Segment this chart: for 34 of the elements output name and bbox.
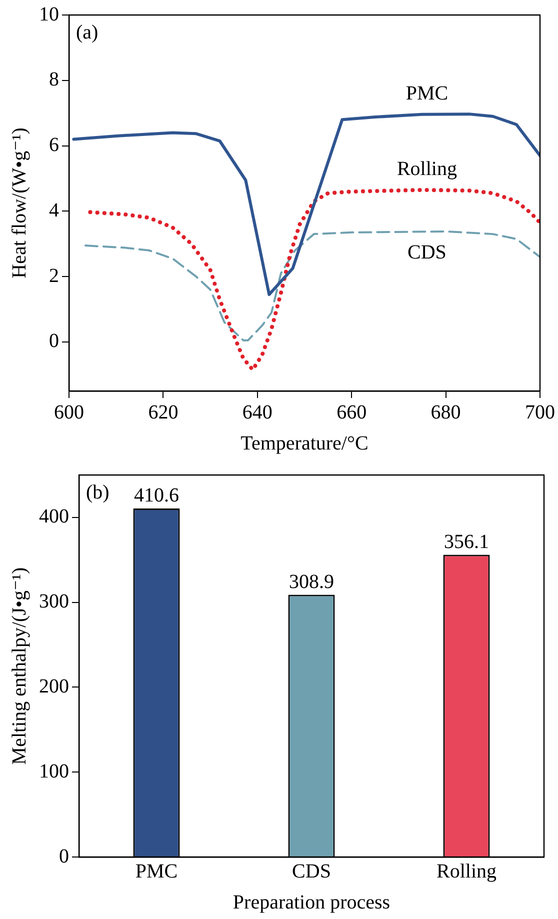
- y-tick-label: 4: [49, 199, 59, 222]
- line-series: [88, 188, 540, 372]
- x-tick-label: PMC: [135, 860, 178, 882]
- y-axis-title: Melting enthalpy/(J•g⁻¹): [8, 567, 30, 765]
- series-label: CDS: [408, 242, 446, 264]
- line-series: [84, 230, 540, 342]
- y-tick-label: 6: [49, 134, 59, 156]
- x-tick-label: 620: [148, 401, 178, 424]
- x-tick-label: 700: [525, 401, 555, 424]
- y-tick-label: 0: [49, 330, 59, 352]
- x-tick-label: 660: [336, 401, 367, 424]
- x-axis-title: Temperature/°C: [240, 432, 368, 454]
- y-tick-label: 400: [39, 506, 69, 528]
- y-tick-label: 300: [39, 590, 69, 613]
- data-label: 410.6: [134, 484, 179, 507]
- annotation: (b): [86, 481, 110, 504]
- x-tick-label: CDS: [292, 860, 331, 882]
- x-tick-label: 640: [242, 401, 272, 424]
- y-tick-label: 10: [39, 3, 59, 26]
- y-axis-title: Heat flow/(W•g⁻¹): [8, 128, 30, 278]
- x-tick-label: Rolling: [436, 860, 497, 882]
- y-tick-label: 8: [49, 68, 59, 91]
- x-tick-label: 600: [54, 401, 84, 424]
- series-label: Rolling: [396, 158, 457, 180]
- annotation: (a): [76, 21, 98, 44]
- data-label: 356.1: [444, 530, 489, 553]
- y-tick-label: 100: [39, 760, 69, 782]
- y-tick-label: 2: [49, 264, 59, 287]
- y-tick-label: 0: [59, 845, 69, 868]
- y-tick-label: 200: [39, 675, 69, 698]
- series-label: PMC: [406, 82, 448, 105]
- x-axis-title: Preparation process: [232, 891, 390, 914]
- data-label: 308.9: [289, 571, 334, 594]
- x-tick-label: 680: [430, 401, 461, 424]
